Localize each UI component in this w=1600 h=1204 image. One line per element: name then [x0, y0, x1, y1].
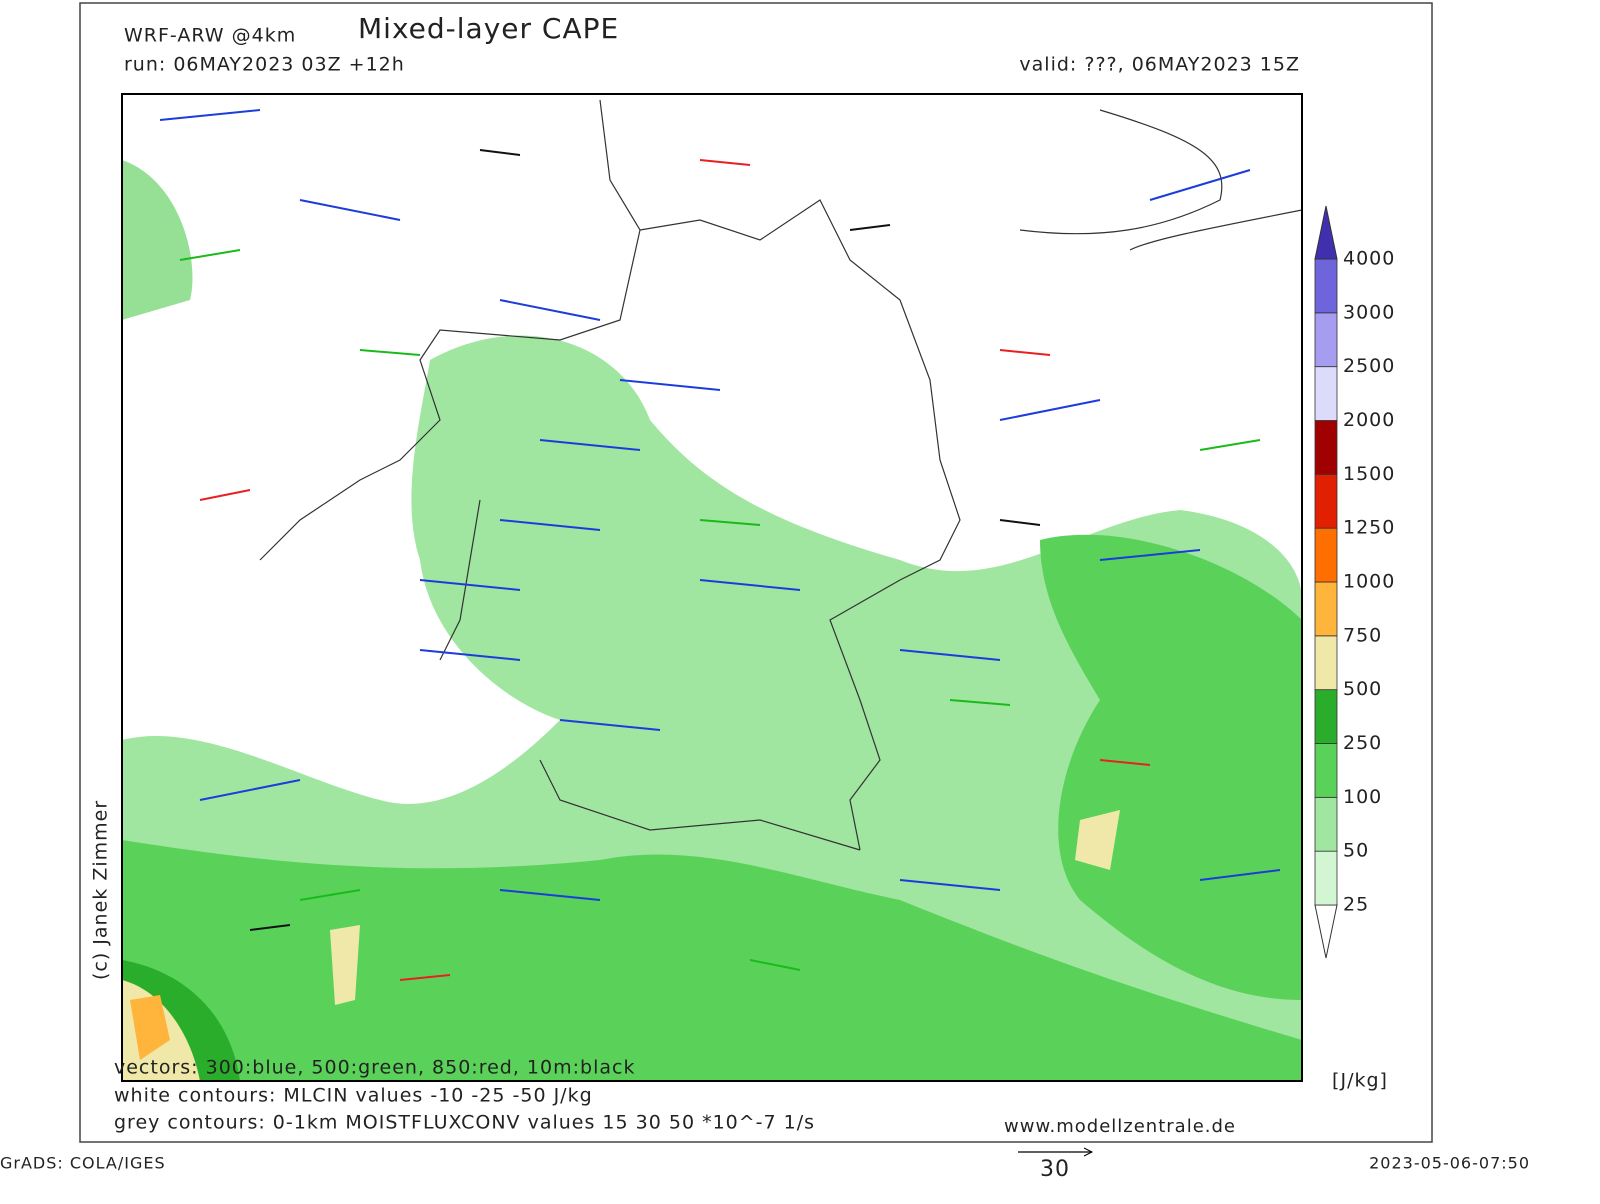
colorbar-label: 100 — [1343, 786, 1382, 808]
note: grey contours: 0-1km MOISTFLUXCONV value… — [114, 1112, 815, 1134]
colorbar-label: 1500 — [1343, 463, 1395, 485]
colorbar-box — [1314, 527, 1338, 583]
colorbar-box — [1314, 420, 1338, 475]
colorbar-label: 4000 — [1343, 248, 1395, 270]
scale-label: 30 — [1040, 1157, 1070, 1182]
colorbar-label: 250 — [1343, 732, 1382, 754]
colorbar-box — [1314, 581, 1338, 637]
note: vectors: 300:blue, 500:green, 850:red, 1… — [114, 1057, 635, 1079]
colorbar-label: 25 — [1343, 894, 1369, 916]
colorbar-box — [1314, 743, 1338, 798]
colorbar-box — [1314, 312, 1338, 368]
colorbar-label: 2500 — [1343, 355, 1395, 377]
colorbar-label: 3000 — [1343, 301, 1395, 323]
colorbar-box — [1314, 258, 1338, 314]
colorbar-label: 1000 — [1343, 571, 1395, 593]
website: www.modellzentrale.de — [1004, 1116, 1236, 1137]
footer-right: 2023-05-06-07:50 — [1369, 1154, 1530, 1173]
colorbar-label: 2000 — [1343, 409, 1395, 431]
unit-label: [J/kg] — [1332, 1070, 1388, 1092]
frame — [79, 2, 1433, 1143]
colorbar-box — [1314, 796, 1338, 852]
colorbar-box — [1314, 473, 1338, 529]
colorbar-box — [1314, 635, 1338, 691]
colorbar-label: 500 — [1343, 678, 1382, 700]
scale-arrow-head — [1083, 1147, 1094, 1157]
colorbar-triangle — [1314, 904, 1338, 959]
colorbar-label: 750 — [1343, 624, 1382, 646]
colorbar: 25 50 100 250 500 750 1000 1250 1500 2000 2500 3000… — [1314, 205, 1395, 959]
map — [121, 93, 1303, 1082]
colorbar-triangle — [1314, 205, 1338, 260]
colorbar-box — [1314, 366, 1338, 421]
valid-label: valid: ???, 06MAY2023 15Z — [1019, 54, 1300, 76]
credit: (c) Janek Zimmer — [90, 800, 112, 980]
model-label: WRF-ARW @4km — [124, 25, 296, 47]
colorbar-label: 50 — [1343, 840, 1369, 862]
colorbar-box — [1314, 689, 1338, 744]
note: white contours: MLCIN values -10 -25 -50… — [114, 1085, 593, 1107]
title: Mixed-layer CAPE — [358, 12, 619, 45]
footer-left: GrADS: COLA/IGES — [0, 1154, 166, 1173]
colorbar-label: 1250 — [1343, 517, 1395, 539]
colorbar-box — [1314, 850, 1338, 906]
run-label: run: 06MAY2023 03Z +12h — [124, 54, 405, 76]
